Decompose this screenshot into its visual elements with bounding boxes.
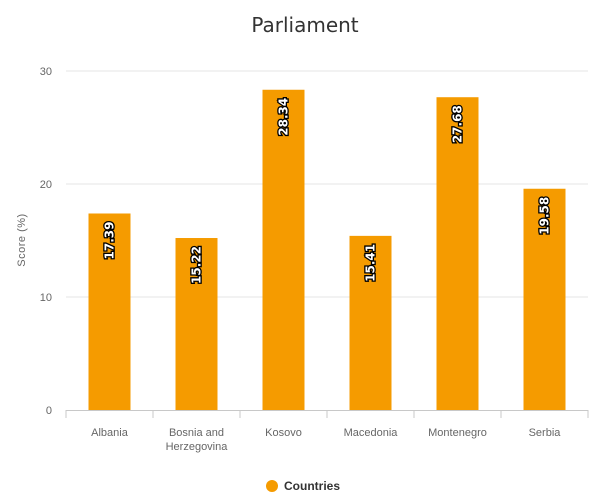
x-tick-label: Kosovo [265,427,302,439]
x-axis: Albania Bosnia and Herzegovina Kosovo Macedo… [65,410,589,453]
data-labels: 17.39 15.22 28.34 15.41 27.68 19.58 [101,96,553,285]
y-tick-label: 10 [40,292,52,304]
x-tick-label: Serbia [529,427,562,439]
bar[interactable] [88,213,131,410]
x-tick-label-line: Bosnia and [169,427,224,439]
y-tick-label: 30 [40,66,52,78]
x-tick-label-line: Herzegovina [166,441,229,453]
data-label: 15.41 [364,244,378,282]
y-axis-ticks: 0 10 20 30 [40,66,52,417]
legend[interactable]: Countries [266,479,340,493]
y-tick-label: 0 [46,405,52,417]
data-label: 17.39 [103,221,117,259]
chart-title: Parliament [251,13,358,37]
bar[interactable] [175,238,218,410]
data-label: 27.68 [451,105,465,143]
data-label: 28.34 [277,98,291,136]
x-tick-label-line: Albania [91,427,129,439]
y-axis-label: Score (%) [16,213,28,266]
x-tick-label: Bosnia and Herzegovina [166,427,229,453]
x-tick-label-line: Montenegro [428,427,487,439]
bar[interactable] [523,188,566,410]
y-tick-label: 20 [40,179,52,191]
x-tick-label-line: Serbia [529,427,562,439]
x-tick-label: Montenegro [428,427,487,439]
bar[interactable] [436,97,479,410]
gridlines [66,70,588,298]
x-tick-label: Macedonia [344,427,399,439]
bar[interactable] [262,89,305,411]
x-tick-label: Albania [91,427,129,439]
legend-marker[interactable] [266,480,278,492]
x-tick-label-line: Macedonia [344,427,399,439]
data-label: 19.58 [538,197,552,235]
bar-series [88,89,566,411]
bar[interactable] [349,235,392,410]
x-tick-label-line: Kosovo [265,427,302,439]
data-label: 15.22 [190,246,204,284]
legend-label[interactable]: Countries [284,479,340,493]
